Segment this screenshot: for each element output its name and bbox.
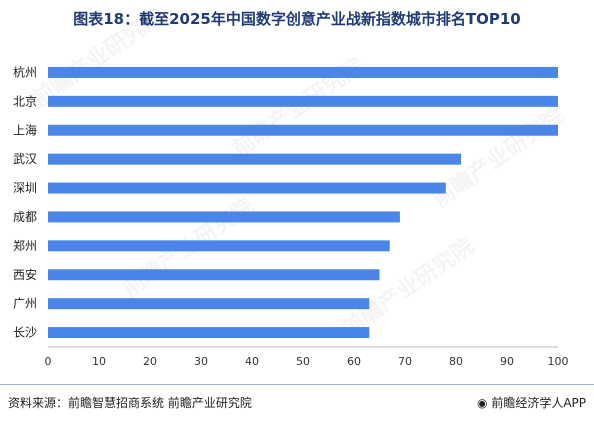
category-label: 广州 [13,297,37,311]
category-label: 郑州 [13,238,37,253]
qianzhan-logo-icon: ◉ [477,396,488,410]
bar-chart: 0 10 20 30 40 50 60 70 80 90 100 杭州北京上海武汉深圳成都郑州西安广州… [13,64,569,368]
x-tick-label: 20 [143,355,157,368]
bar [48,240,390,252]
bar [48,298,370,310]
category-label: 成都 [13,210,37,224]
bar [48,153,462,165]
category-label: 西安 [13,267,37,282]
x-tick-label: 50 [296,355,310,368]
x-tick-label: 80 [449,355,463,368]
x-tick-label: 40 [245,355,259,368]
footer-divider [0,384,594,385]
chart-title: 图表18：截至2025年中国数字创意产业战新指数城市排名TOP10 [73,10,521,28]
x-tick-label: 0 [45,355,52,368]
category-label: 杭州 [13,64,37,79]
bar [48,66,558,78]
category-label: 武汉 [13,152,37,166]
x-tick-label: 10 [92,355,106,368]
x-tick-label: 60 [347,355,361,368]
category-label: 上海 [13,122,37,137]
source-note: 资料来源：前瞻智慧招商系统 前瞻产业研究院 [8,396,252,410]
x-tick-label: 70 [398,355,412,368]
bar [48,211,400,223]
credit-text: 前瞻经济学人APP [491,396,586,410]
bar [48,95,558,107]
x-tick-label: 30 [194,355,208,368]
category-label: 深圳 [13,181,37,195]
bar [48,327,370,339]
x-tick-label: 90 [500,355,514,368]
bar [48,182,446,194]
credit: ◉ 前瞻经济学人APP [477,394,586,411]
bar [48,269,380,281]
bar [48,124,558,136]
x-tick-label: 100 [548,355,569,368]
category-label: 长沙 [13,326,37,340]
category-label: 北京 [13,94,37,108]
